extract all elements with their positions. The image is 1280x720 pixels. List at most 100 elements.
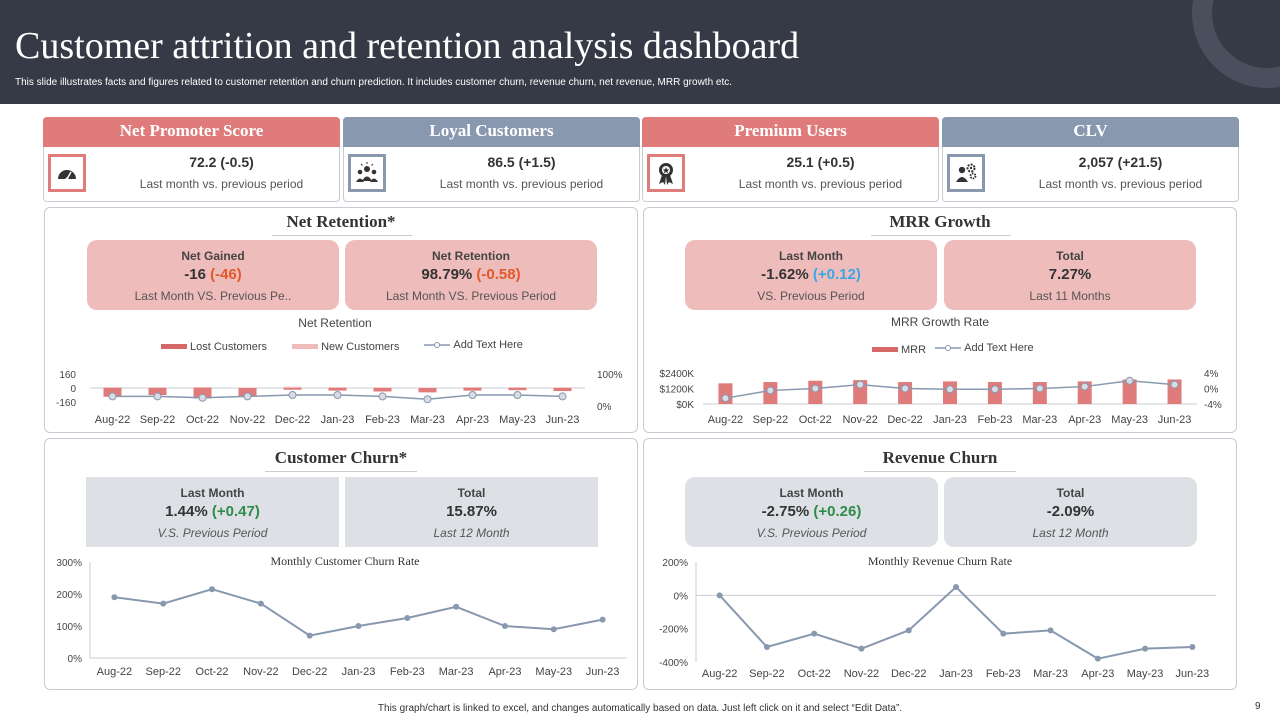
kpi-card-loyal-customers[interactable]: Loyal Customers 86.5 (+1.5) Last month v…	[343, 117, 640, 202]
bar-lost-customers	[373, 388, 392, 392]
kpi-caption: Last month vs. previous period	[1038, 177, 1203, 191]
line-point	[404, 615, 411, 621]
stat-card-total: Total 7.27% Last 11 Months	[944, 240, 1196, 310]
mrr-growth-chart: $2400K $1200K $0K 4% 0% -4% Aug-22 Sep-22 Oct-22…	[660, 369, 1222, 426]
x-tick-label: Mar-23	[1033, 668, 1068, 680]
stat-caption: Last 12 Month	[433, 526, 510, 540]
line-point	[501, 623, 508, 629]
line-point	[716, 592, 723, 599]
x-tick-label: Apr-23	[1068, 414, 1101, 426]
bar-lost-customers	[193, 388, 212, 399]
panel-revenue-churn: Revenue Churn Last Month -2.75% (+0.26) …	[643, 438, 1237, 690]
stat-value: 98.79% (-0.58)	[421, 266, 521, 283]
bar-new-customers	[238, 387, 257, 388]
stat-label: Last Month	[180, 486, 245, 500]
title-underline	[265, 471, 417, 472]
line-point	[1000, 630, 1007, 637]
kpi-card-net-promoter-score[interactable]: Net Promoter Score 72.2 (-0.5) Last mont…	[43, 117, 340, 202]
title-underline	[871, 235, 1011, 236]
y-tick-label: $1200K	[660, 385, 695, 396]
x-tick-label: Jan-23	[321, 414, 355, 426]
footer-note: This graph/chart is linked to excel, and…	[377, 703, 903, 714]
y-tick-label: 0%	[674, 591, 689, 602]
line-point	[901, 384, 910, 393]
line-point	[550, 626, 557, 633]
x-tick-label: Jun-23	[1158, 414, 1192, 426]
y-tick-label: 100%	[56, 622, 82, 633]
x-tick-label: Apr-23	[456, 414, 489, 426]
bar-lost-customers	[418, 388, 437, 393]
stat-card-last-month: Last Month 1.44% (+0.47) V.S. Previous P…	[86, 477, 339, 547]
legend-item: Add Text Here	[424, 339, 523, 351]
x-tick-label: Apr-23	[488, 666, 521, 678]
line-point	[953, 584, 959, 590]
line-point	[721, 394, 730, 403]
bar-new-customers	[373, 387, 392, 388]
x-tick-label: Sep-22	[145, 666, 180, 678]
bar-new-customers	[418, 387, 437, 388]
stat-caption: V.S. Previous Period	[157, 526, 268, 540]
y-tick-label: 200%	[56, 590, 82, 601]
line-point	[468, 391, 477, 399]
kpi-title: Net Promoter Score	[43, 117, 340, 147]
kpi-card-premium-users[interactable]: Premium Users 25.1 (+0.5) Last month vs.…	[642, 117, 939, 202]
x-tick-label: Jun-23	[586, 666, 620, 678]
stat-caption: Last Month VS. Previous Pe..	[134, 289, 292, 303]
line-point	[108, 392, 117, 401]
line-point	[198, 393, 207, 402]
customer-churn-chart: 300% 200% 100% 0% Aug-22 Sep-22 Oct-22 Nov-22 De…	[56, 558, 627, 678]
kpi-caption: Last month vs. previous period	[738, 177, 903, 191]
x-tick-label: Mar-23	[439, 666, 474, 678]
line-point	[355, 623, 362, 629]
stat-caption: Last 12 Month	[1032, 526, 1109, 540]
x-tick-label: Jun-23	[546, 414, 580, 426]
y2-tick-label: 100%	[597, 370, 623, 381]
kpi-card-clv[interactable]: CLV 2,057 (+21.5) Last month vs. previou…	[942, 117, 1239, 202]
bar-lost-customers	[103, 388, 122, 397]
kpi-value: 2,057 (+21.5)	[1078, 154, 1163, 170]
page-subtitle: This slide illustrates facts and figures…	[15, 77, 733, 88]
stat-delta: (+0.26)	[813, 503, 862, 520]
legend-item: New Customers	[292, 341, 399, 353]
kpi-caption: Last month vs. previous period	[139, 177, 304, 191]
x-tick-label: Sep-22	[140, 414, 175, 426]
stat-card-last-month: Last Month -2.75% (+0.26) V.S. Previous …	[685, 477, 938, 547]
line-point	[378, 392, 387, 401]
x-tick-label: May-23	[1127, 668, 1164, 680]
bar-lost-customers	[328, 388, 347, 391]
line-point	[257, 600, 264, 607]
stat-card-total: Total -2.09% Last 12 Month	[944, 477, 1197, 547]
x-tick-label: Dec-22	[891, 668, 926, 680]
y-tick-label: -160	[56, 398, 76, 409]
x-tick-label: Dec-22	[275, 414, 310, 426]
line-point	[946, 385, 954, 394]
line-point	[1142, 645, 1149, 652]
kpi-title: Loyal Customers	[343, 117, 640, 147]
line-point	[1189, 644, 1196, 650]
x-tick-label: May-23	[1111, 414, 1148, 426]
stat-value: -1.62% (+0.12)	[761, 266, 861, 283]
x-tick-label: Feb-23	[365, 414, 400, 426]
line-point	[763, 644, 770, 650]
legend-swatch	[292, 344, 319, 349]
y-tick-label: $2400K	[660, 369, 695, 380]
y2-tick-label: 4%	[1204, 369, 1219, 380]
stat-delta: (-46)	[210, 266, 242, 283]
y-tick-label: 200%	[662, 558, 688, 569]
user-gears-icon	[947, 154, 985, 192]
bar-new-customers	[328, 387, 347, 388]
x-tick-label: Mar-23	[410, 414, 445, 426]
line-point	[209, 586, 216, 593]
stat-label: Net Retention	[432, 249, 510, 263]
line-point	[811, 384, 820, 393]
x-tick-label: Aug-22	[708, 414, 743, 426]
panel-title: MRR Growth	[889, 212, 991, 231]
legend-item: Add Text Here	[935, 342, 1034, 354]
stat-label: Last Month	[779, 486, 844, 500]
bar-lost-customers	[148, 388, 167, 395]
x-tick-label: Aug-22	[97, 666, 132, 678]
bar-new-customers	[283, 386, 302, 388]
panel-title: Customer Churn*	[274, 448, 408, 467]
y-tick-label: 0%	[68, 654, 83, 665]
legend-swatch	[872, 347, 898, 352]
